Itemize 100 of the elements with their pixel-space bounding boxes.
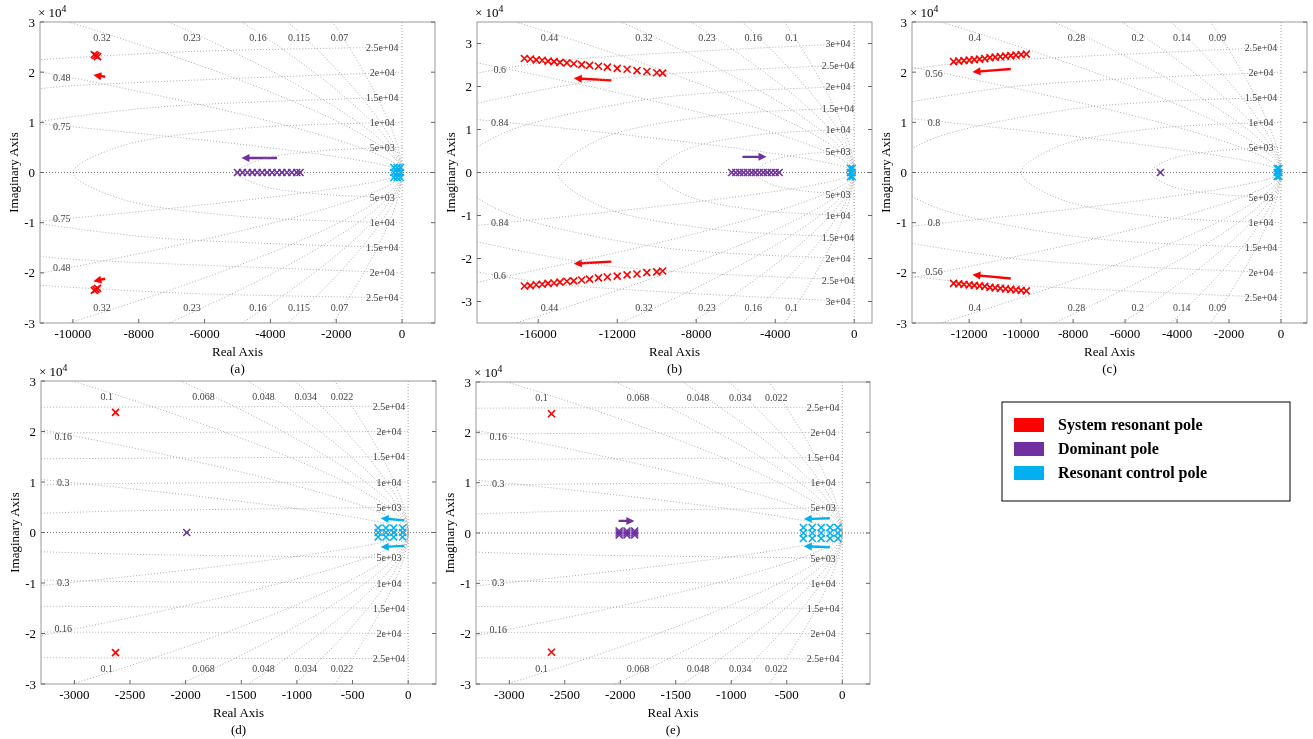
y-axis-title: Imaginary Axis: [443, 132, 458, 213]
x-tick-label: -10000: [54, 326, 92, 341]
x-tick-label: -2000: [1213, 326, 1245, 341]
x-tick-label: -3000: [59, 687, 90, 702]
annotation: 1e+04: [376, 476, 402, 488]
x-tick-label: -2500: [114, 687, 146, 702]
annotation: 0.6: [493, 64, 506, 76]
text: (b): [666, 361, 683, 376]
annotation: 0.14: [1172, 302, 1191, 314]
annotation: 0.068: [626, 663, 650, 675]
annotation: 2.5e+04: [821, 274, 855, 286]
annotation: 2e+04: [810, 628, 836, 640]
annotation: 0.75: [52, 212, 71, 224]
annotation: 2e+04: [825, 253, 851, 264]
annotation: 1e+04: [1248, 116, 1274, 128]
annotation: 2.5e+04: [806, 653, 840, 665]
annotation: 2.5e+04: [821, 59, 855, 71]
annotation: 3e+04: [825, 296, 851, 307]
y-tick-label: 0: [900, 165, 907, 181]
legend-label: Dominant pole: [1058, 440, 1159, 458]
annotation: 0.23: [698, 31, 716, 43]
annotation: 2.5e+04: [372, 653, 406, 665]
x-tick-label: 0: [398, 326, 406, 341]
annotation: 5e+03: [825, 188, 851, 200]
x-axis-title: Real Axis: [649, 344, 700, 359]
y-tick-label: 2: [464, 424, 471, 440]
y-tick-label: -1: [461, 208, 472, 224]
x-tick-label: -4000: [255, 326, 286, 341]
annotation: 1e+04: [369, 217, 395, 229]
annotation: 2.5e+04: [806, 401, 840, 413]
text: (c): [1102, 361, 1117, 376]
annotation: 0.16: [489, 431, 507, 443]
x-tick-label: -16000: [519, 326, 557, 341]
annotation: 1.5e+04: [372, 602, 406, 614]
annotation: 0.8: [927, 217, 941, 229]
annotation: 0.022: [330, 663, 354, 675]
y-tick-label: -3: [25, 676, 36, 692]
y-tick-label: -2: [460, 626, 471, 642]
annotation: 0.115: [287, 302, 311, 314]
annotation: 0.16: [54, 430, 72, 442]
annotation: 0.44: [540, 302, 559, 314]
legend-label: Resonant control pole: [1058, 464, 1208, 482]
annotation: 0.022: [765, 391, 788, 403]
annotation: 0.048: [686, 663, 710, 675]
x-tick-label: -2000: [170, 687, 201, 702]
annotation: 0.48: [52, 72, 71, 84]
y-tick-label: 0: [28, 165, 35, 181]
x-tick-label: -6000: [189, 326, 220, 341]
y-tick-label: -3: [460, 676, 471, 692]
annotation: 0.4: [968, 31, 981, 43]
annotation: 0.034: [294, 390, 318, 402]
annotation: 0.8: [927, 116, 941, 128]
x-tick-label: 0: [1277, 326, 1285, 341]
annotation: 0.1: [535, 391, 548, 403]
annotation: 2e+04: [810, 426, 836, 438]
annotation: 0.16: [249, 31, 267, 43]
annotation: 3e+04: [825, 38, 851, 49]
text: × 10$^{4}$: [910, 2, 939, 20]
y-tick-label: 3: [28, 14, 35, 30]
annotation: 0.1: [785, 31, 798, 43]
annotation: 0.28: [1067, 302, 1086, 314]
annotation: 5e+03: [825, 145, 851, 157]
x-tick-label: -2000: [321, 326, 352, 341]
y-tick-label: 1: [900, 114, 907, 130]
x-tick-label: -500: [774, 687, 799, 702]
annotation: 0.23: [183, 31, 201, 43]
annotation: 1.5e+04: [1244, 242, 1278, 254]
y-tick-label: -3: [461, 294, 472, 310]
y-tick-label: -3: [24, 315, 35, 331]
annotation: 0.16: [249, 302, 267, 314]
annotation: 2.5e+04: [1244, 41, 1278, 53]
x-tick-label: -3000: [494, 687, 525, 702]
x-tick-label: 0: [404, 687, 412, 702]
annotation: 0.034: [294, 663, 318, 675]
text: × 10$^{4}$: [474, 362, 503, 380]
annotation: 0.068: [192, 663, 215, 675]
x-tick-label: 0: [839, 687, 846, 702]
x-tick-label: -12000: [598, 326, 636, 341]
x-tick-label: -8000: [123, 326, 154, 341]
annotation: 0.75: [52, 121, 71, 133]
annotation: 1.5e+04: [1244, 91, 1278, 103]
annotation: 1e+04: [1248, 217, 1274, 229]
text: × 10$^{4}$: [39, 361, 68, 379]
y-tick-label: -1: [25, 575, 36, 591]
annotation: 0.28: [1067, 31, 1086, 43]
annotation: 1.5e+04: [821, 102, 855, 114]
annotation: 0.022: [330, 390, 354, 402]
y-tick-label: 1: [29, 474, 36, 490]
x-tick-label: -12000: [950, 326, 988, 341]
annotation: 2e+04: [1248, 267, 1274, 279]
annotation: 0.16: [489, 623, 507, 635]
annotation: 5e+03: [376, 501, 402, 513]
annotation: 0.2: [1131, 31, 1145, 43]
annotation: 0.048: [252, 390, 275, 402]
y-axis-title: Imaginary Axis: [442, 492, 457, 574]
y-tick-label: -2: [896, 265, 907, 281]
annotation: 0.1: [100, 390, 113, 402]
annotation: 0.034: [728, 663, 752, 675]
annotation: 0.32: [635, 31, 653, 43]
x-tick-label: -1000: [281, 687, 313, 702]
